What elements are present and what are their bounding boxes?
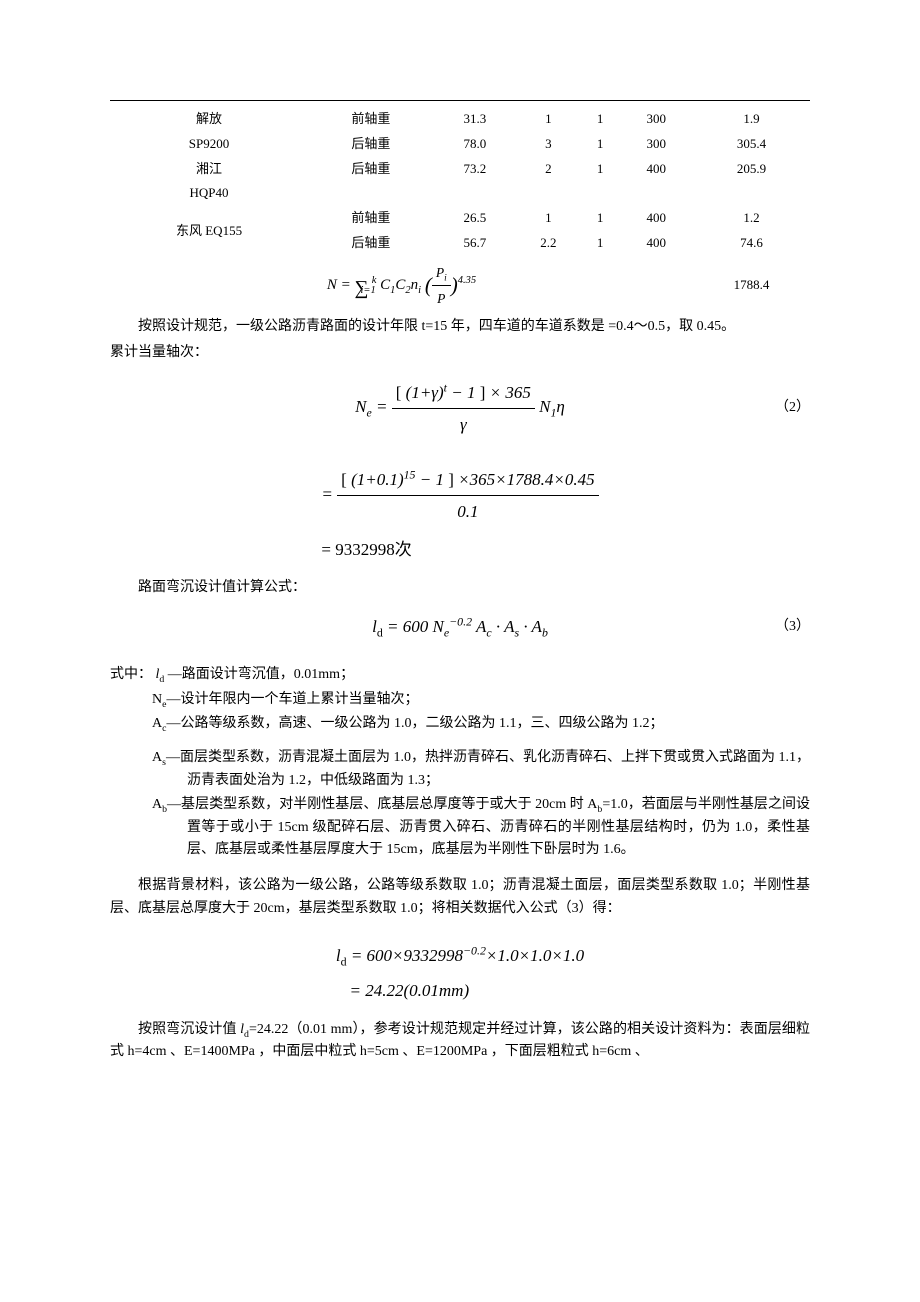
cell-axle: 后轴重 xyxy=(308,132,434,157)
cell-c2 xyxy=(581,181,620,206)
sum-result: 1788.4 xyxy=(693,256,810,312)
cell-load: 31.3 xyxy=(434,107,516,132)
cell-c1: 3 xyxy=(516,132,581,157)
cell-load: 26.5 xyxy=(434,206,516,231)
def-ne-sym: N xyxy=(152,692,162,707)
cell-c1: 2 xyxy=(516,157,581,182)
cell-axle: 前轴重 xyxy=(308,107,434,132)
cell-c1: 2.2 xyxy=(516,231,581,256)
def-ac-text: —公路等级系数，高速、一级公路为 1.0，二级公路为 1.1，三、四级公路为 1… xyxy=(166,716,663,731)
cell-axle: 后轴重 xyxy=(308,231,434,256)
definition-list: 式中： ld —路面设计弯沉值，0.01mm； Ne—设计年限内一个车道上累计当… xyxy=(110,664,810,861)
eq4-l2b: ) xyxy=(463,981,469,1000)
eq2-rhs: N1η xyxy=(539,397,565,416)
sum-formula: N = ∑i=1k C1C2ni (PiP)4.35 xyxy=(327,277,476,293)
cell-name: 东风 EQ155 xyxy=(110,206,308,256)
cell-c1 xyxy=(516,181,581,206)
def-as: As—面层类型系数，沥青混凝土面层为 1.0，热拌沥青碎石、乳化沥青碎石、上拌下… xyxy=(110,747,810,792)
cell-c2: 1 xyxy=(581,231,620,256)
paragraph-ld-intro: 路面弯沉设计值计算公式： xyxy=(110,577,810,599)
def-ld: 式中： ld —路面设计弯沉值，0.01mm； xyxy=(110,664,810,686)
axle-load-table: 解放 前轴重 31.3 1 1 300 1.9 SP9200 后轴重 78.0 … xyxy=(110,107,810,312)
eq4-line1: ld = 600×9332998−0.2×1.0×1.0×1.0 xyxy=(336,942,584,969)
cell-n: 400 xyxy=(619,157,693,182)
cell-axle xyxy=(308,181,434,206)
cell-c1: 1 xyxy=(516,107,581,132)
p1b-text: 累计当量轴次： xyxy=(110,345,208,360)
cell-c2: 1 xyxy=(581,107,620,132)
cell-n: 400 xyxy=(619,231,693,256)
table-top-rule xyxy=(110,100,810,101)
cell-result: 205.9 xyxy=(693,157,810,182)
eq2-step1: = [ (1+0.1)15 − 1 ] ×365×1788.4×0.45 0.1 xyxy=(321,466,598,525)
cell-result: 1.2 xyxy=(693,206,810,231)
cell-result: 74.6 xyxy=(693,231,810,256)
eq4-l1b: ×1.0×1.0×1.0 xyxy=(486,946,584,965)
def-ab-text: —基层类型系数，对半刚性基层、底基层总厚度等于或大于 20cm 时 A xyxy=(167,797,597,812)
def-ne-text: —设计年限内一个车道上累计当量轴次； xyxy=(166,692,418,707)
eq4-line2: = 24.22(0.01mm) xyxy=(349,977,584,1004)
table-row: SP9200 后轴重 78.0 3 1 300 305.4 xyxy=(110,132,810,157)
equation-2: Ne = [ (1+γ)t − 1 ] × 365 γ N1η （2） xyxy=(110,379,810,438)
eq2-fraction: [ (1+γ)t − 1 ] × 365 γ xyxy=(392,379,535,438)
cell-c2: 1 xyxy=(581,157,620,182)
cell-n: 300 xyxy=(619,132,693,157)
def-ac-sym: A xyxy=(152,716,162,731)
def-as-sym: A xyxy=(152,750,162,765)
cell-name: 解放 xyxy=(110,107,308,132)
def-ac: Ac—公路等级系数，高速、一级公路为 1.0，二级公路为 1.1，三、四级公路为… xyxy=(110,713,810,735)
eq4-l1a: = 600×9332998 xyxy=(347,946,463,965)
cell-result xyxy=(693,181,810,206)
table-body: 解放 前轴重 31.3 1 1 300 1.9 SP9200 后轴重 78.0 … xyxy=(110,107,810,312)
eq4-l2a: = 24.22(0.01 xyxy=(349,981,438,1000)
equation-ld-calc: ld = 600×9332998−0.2×1.0×1.0×1.0 = 24.22… xyxy=(110,942,810,1004)
sum-formula-cell: N = ∑i=1k C1C2ni (PiP)4.35 xyxy=(110,256,693,312)
cell-load: 56.7 xyxy=(434,231,516,256)
eq2-lhs: Ne = xyxy=(355,397,392,416)
equation-2-calc: = [ (1+0.1)15 − 1 ] ×365×1788.4×0.45 0.1… xyxy=(110,466,810,563)
p2-text: 路面弯沉设计值计算公式： xyxy=(138,580,306,595)
def-ne: Ne—设计年限内一个车道上累计当量轴次； xyxy=(110,689,810,711)
table-row: 解放 前轴重 31.3 1 1 300 1.9 xyxy=(110,107,810,132)
table-sum-row: N = ∑i=1k C1C2ni (PiP)4.35 1788.4 xyxy=(110,256,810,312)
cell-load xyxy=(434,181,516,206)
def-ab-sym: A xyxy=(152,797,162,812)
table-row: 东风 EQ155 前轴重 26.5 1 1 400 1.2 xyxy=(110,206,810,231)
cell-c2: 1 xyxy=(581,132,620,157)
cell-c1: 1 xyxy=(516,206,581,231)
paragraph-intro-b: 累计当量轴次： xyxy=(110,342,810,364)
eq4-body: ld = 600×9332998−0.2×1.0×1.0×1.0 = 24.22… xyxy=(336,942,584,1004)
table-row: HQP40 xyxy=(110,181,810,206)
def-intro-label: 式中： xyxy=(110,667,152,682)
paragraph-intro: 按照设计规范，一级公路沥青路面的设计年限 t=15 年，四车道的车道系数是 =0… xyxy=(110,316,810,338)
eq2-step2: = 9332998次 xyxy=(321,536,598,563)
eq3-body: ld = 600 Ne−0.2 Ac · As · Ab xyxy=(372,617,548,636)
cell-name: SP9200 xyxy=(110,132,308,157)
cell-n: 300 xyxy=(619,107,693,132)
cell-result: 1.9 xyxy=(693,107,810,132)
p4a-text: 按照弯沉设计值 xyxy=(138,1022,237,1037)
cell-c2: 1 xyxy=(581,206,620,231)
cell-n xyxy=(619,181,693,206)
cell-result: 305.4 xyxy=(693,132,810,157)
paragraph-substitute: 根据背景材料，该公路为一级公路，公路等级系数取 1.0；沥青混凝土面层，面层类型… xyxy=(110,875,810,920)
eq2-number: （2） xyxy=(775,397,810,419)
equation-3: ld = 600 Ne−0.2 Ac · As · Ab （3） xyxy=(110,613,810,640)
paragraph-result: 按照弯沉设计值 ld=24.22（0.01 mm），参考设计规范规定并经过计算，… xyxy=(110,1019,810,1064)
table-row: 湘江 后轴重 73.2 2 1 400 205.9 xyxy=(110,157,810,182)
p1a-text: 按照设计规范，一级公路沥青路面的设计年限 t=15 年，四车道的车道系数是 =0… xyxy=(138,319,735,334)
cell-n: 400 xyxy=(619,206,693,231)
cell-name: 湘江 xyxy=(110,157,308,182)
def-as-text: —面层类型系数，沥青混凝土面层为 1.0，热拌沥青碎石、乳化沥青碎石、上拌下贯或… xyxy=(166,750,810,787)
cell-axle: 前轴重 xyxy=(308,206,434,231)
cell-load: 78.0 xyxy=(434,132,516,157)
eq3-number: （3） xyxy=(775,615,810,637)
def-ld-text: —路面设计弯沉值，0.01mm； xyxy=(168,667,354,682)
p3-text: 根据背景材料，该公路为一级公路，公路等级系数取 1.0；沥青混凝土面层，面层类型… xyxy=(110,878,810,915)
cell-name: HQP40 xyxy=(110,181,308,206)
cell-load: 73.2 xyxy=(434,157,516,182)
def-ab: Ab—基层类型系数，对半刚性基层、底基层总厚度等于或大于 20cm 时 Ab=1… xyxy=(110,794,810,861)
cell-axle: 后轴重 xyxy=(308,157,434,182)
